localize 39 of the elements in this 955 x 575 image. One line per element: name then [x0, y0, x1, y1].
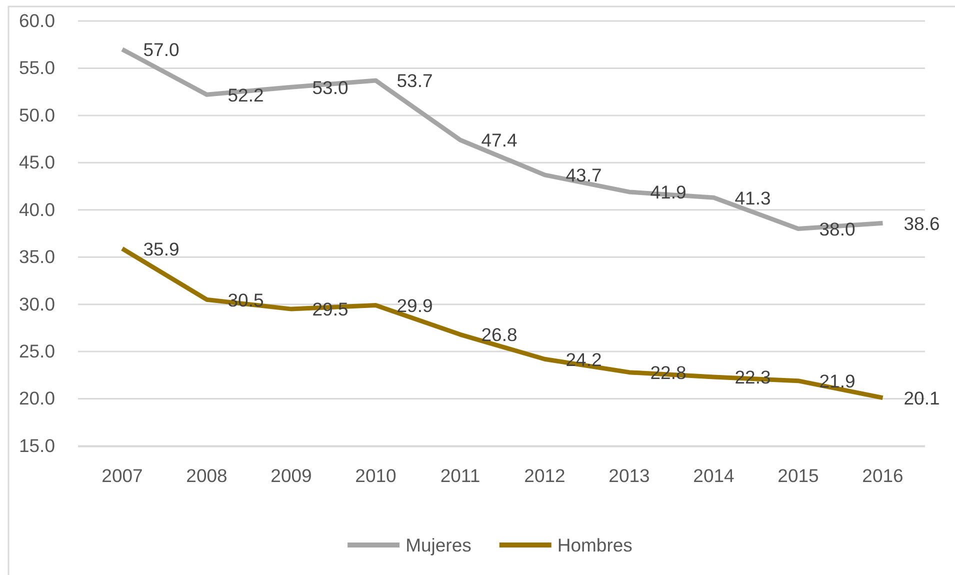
- data-label: 20.1: [904, 387, 940, 408]
- y-tick-label: 30.0: [18, 293, 55, 314]
- data-label: 41.3: [734, 187, 771, 208]
- y-tick-label: 60.0: [18, 10, 55, 31]
- data-label: 21.9: [819, 370, 856, 392]
- x-tick-label: 2014: [693, 465, 734, 486]
- y-tick-label: 55.0: [18, 57, 55, 78]
- data-label: 47.4: [481, 130, 518, 151]
- data-label: 22.8: [650, 362, 686, 383]
- data-label: 26.8: [481, 324, 518, 346]
- data-label: 29.9: [396, 294, 433, 316]
- x-tick-label: 2015: [778, 465, 819, 486]
- y-tick-label: 50.0: [18, 104, 55, 126]
- x-tick-label: 2013: [608, 465, 650, 486]
- data-label: 53.0: [312, 76, 348, 98]
- data-label: 53.7: [396, 70, 433, 92]
- legend-label: Hombres: [557, 534, 632, 556]
- y-tick-label: 45.0: [18, 152, 55, 173]
- x-tick-label: 2008: [186, 465, 228, 486]
- y-tick-label: 15.0: [18, 434, 55, 456]
- data-label: 57.0: [143, 38, 180, 60]
- data-label: 22.3: [734, 366, 771, 388]
- y-tick-label: 20.0: [18, 388, 55, 409]
- y-tick-label: 25.0: [18, 340, 55, 362]
- data-label: 35.9: [143, 238, 180, 260]
- data-label: 38.0: [819, 218, 856, 240]
- legend-label: Mujeres: [406, 534, 472, 556]
- data-label: 52.2: [228, 84, 264, 106]
- y-tick-label: 35.0: [18, 246, 55, 268]
- data-label: 41.9: [650, 182, 686, 203]
- x-tick-label: 2010: [355, 465, 396, 486]
- x-tick-label: 2011: [440, 465, 480, 486]
- x-tick-label: 2009: [270, 465, 312, 486]
- x-tick-label: 2007: [102, 465, 143, 486]
- data-label: 43.7: [566, 164, 602, 186]
- x-tick-label: 2016: [862, 465, 904, 486]
- x-tick-label: 2012: [524, 465, 566, 486]
- data-label: 38.6: [904, 212, 940, 234]
- y-tick-label: 40.0: [18, 198, 55, 220]
